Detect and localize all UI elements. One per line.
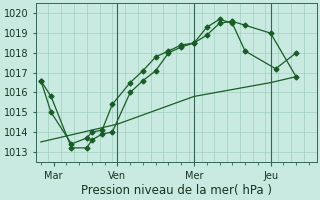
X-axis label: Pression niveau de la mer( hPa ): Pression niveau de la mer( hPa )	[81, 184, 272, 197]
